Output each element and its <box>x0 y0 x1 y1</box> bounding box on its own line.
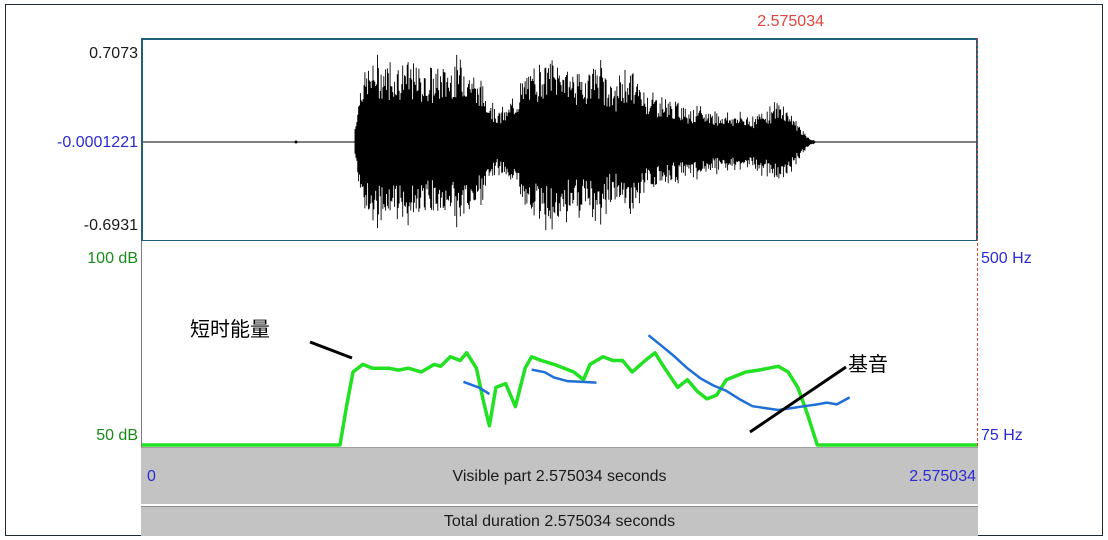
intensity-curve <box>142 351 978 447</box>
analysis-plot <box>142 334 978 447</box>
pitch-annotation: 基音 <box>848 352 888 376</box>
waveform-min-label: -0.6931 <box>83 217 138 234</box>
waveform-click-mark <box>294 140 298 144</box>
cursor-line <box>977 38 978 446</box>
visible-part-bar[interactable]: 0 Visible part 2.575034 seconds 2.575034 <box>141 447 978 504</box>
waveform-signal <box>354 54 816 231</box>
cursor-time-label: 2.575034 <box>757 13 824 30</box>
intensity-bottom-label: 50 dB <box>96 427 138 444</box>
intensity-top-label: 100 dB <box>87 250 138 267</box>
pitch-segment-2 <box>531 368 597 384</box>
analysis-panel[interactable] <box>141 241 978 447</box>
pitch-top-label: 500 Hz <box>981 250 1032 267</box>
pitch-bottom-label: 75 Hz <box>981 427 1023 444</box>
pitch-segment-1 <box>462 380 491 396</box>
waveform-max-label: 0.7073 <box>89 45 138 62</box>
total-duration-bar[interactable]: Total duration 2.575034 seconds <box>141 506 978 536</box>
visible-part-label: Visible part 2.575034 seconds <box>452 468 667 485</box>
waveform-zero-label: -0.0001221 <box>57 134 138 151</box>
waveform-plot <box>143 54 976 231</box>
time-axis-end: 2.575034 <box>909 468 976 485</box>
intensity-annotation: 短时能量 <box>190 317 270 341</box>
time-axis-start: 0 <box>147 468 156 485</box>
total-duration-label: Total duration 2.575034 seconds <box>443 513 676 530</box>
waveform-panel[interactable] <box>141 38 978 242</box>
